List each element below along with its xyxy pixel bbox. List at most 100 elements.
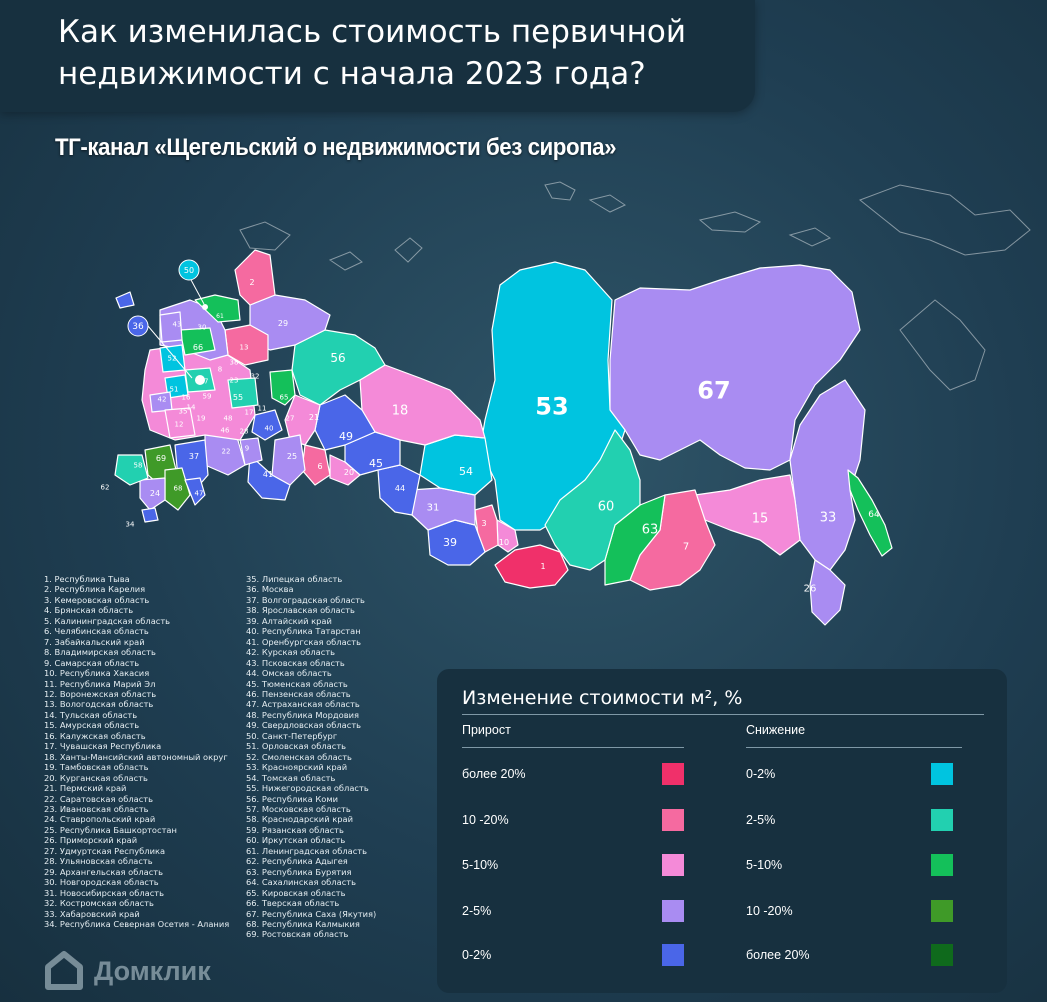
growth_items-label: более 20% [462, 767, 526, 781]
region-label-22: 22 [222, 447, 231, 455]
region-label-58: 58 [134, 461, 143, 469]
region-list-item: 25. Республика Башкортостан [44, 824, 177, 835]
region-list-item: 8. Владимирская область [44, 647, 156, 658]
region-primorye [809, 559, 846, 626]
region-list-item: 37. Волгоградская область [246, 594, 365, 605]
spb-marker [178, 259, 200, 281]
region-krasnodar [114, 454, 149, 486]
region-label-35: 35 [179, 407, 188, 415]
region-label-41: 41 [263, 470, 273, 479]
region-buryatia [604, 494, 666, 586]
decline-header: Снижение [746, 723, 806, 737]
region-ossetia [141, 507, 159, 523]
region-stavropol [139, 477, 166, 511]
region-kaliningrad [115, 291, 135, 309]
region-list-item: 57. Московская область [246, 803, 351, 814]
region-list-item: 46. Пензенская область [246, 688, 351, 699]
region-list-item: 1. Республика Тыва [44, 574, 130, 584]
region-label-29: 29 [278, 319, 288, 328]
region-label-19: 19 [197, 414, 206, 422]
region-label-54: 54 [459, 465, 473, 478]
region-list-item: 59. Рязанская область [246, 824, 344, 835]
region-list-item: 26. Приморский край [44, 835, 138, 846]
region-label-38: 38 [230, 358, 239, 366]
decline_items-swatch [931, 809, 953, 831]
kamchatka-outline [899, 299, 986, 391]
growth_items-swatch [662, 763, 684, 785]
region-list-column-1: 1. Республика Тыва 2. Республика Карелия 3… [44, 574, 229, 929]
growth-header-rule [462, 747, 684, 748]
region-list-item: 60. Иркутская область [246, 835, 346, 846]
region-label-69: 69 [156, 454, 166, 463]
region-label-18: 18 [392, 404, 409, 419]
moscow-leader-line [147, 325, 193, 379]
domclick-logo-icon [45, 951, 83, 990]
region-list-item: 55. Нижегородская область [246, 783, 369, 794]
region-label-46: 46 [221, 426, 230, 434]
region-list-item: 38. Ярославская область [246, 605, 355, 616]
decline_items-swatch [931, 854, 953, 876]
region-label-66: 66 [193, 343, 203, 352]
decline_items-swatch [931, 763, 953, 785]
growth_items-swatch [662, 854, 684, 876]
decline_items-label: 0-2% [746, 767, 776, 781]
region-list-item: 48. Республика Мордовия [246, 709, 359, 720]
region-label-67: 67 [697, 376, 730, 404]
title-box: Как изменилась стоимость первичной недви… [0, 0, 755, 112]
region-label-59: 59 [203, 392, 212, 400]
region-label-8: 8 [218, 365, 222, 373]
region-label-51: 51 [170, 385, 179, 393]
region-list-item: 53. Красноярский край [246, 762, 348, 773]
region-chelyabinsk [301, 444, 331, 486]
title-line-2: недвижимости с начала 2023 года? [58, 56, 646, 92]
region-label-34: 34 [126, 520, 135, 528]
region-label-2: 2 [249, 278, 254, 287]
region-label-14: 14 [187, 403, 196, 411]
region-list-column-2: 35. Липецкая область 36. Москва 37. Волгог… [246, 574, 376, 940]
regions [114, 249, 893, 626]
region-list-item: 11. Республика Марий Эл [44, 678, 156, 689]
region-label-21: 21 [309, 413, 319, 422]
region-list-item: 6. Челябинская область [44, 626, 149, 637]
region-irkutsk [544, 429, 641, 571]
region-label-61: 61 [216, 313, 224, 320]
region-list-item: 47. Астраханская область [246, 699, 360, 710]
region-label-16: 16 [182, 393, 191, 401]
region-list-item: 50. Санкт-Петербург [246, 730, 338, 741]
region-list-item: 49. Свердловская область [246, 720, 362, 731]
region-label-33: 33 [820, 511, 837, 526]
region-list-item: 40. Республика Татарстан [246, 626, 361, 637]
region-sakhalin [847, 469, 893, 557]
brand: Домклик [42, 948, 211, 994]
spb-dot [202, 304, 208, 310]
region-list-item: 56. Республика Коми [246, 793, 338, 804]
moscow-dot [195, 375, 205, 385]
region-pskov [159, 311, 183, 343]
region-label-52: 52 [168, 354, 177, 362]
decline_items-swatch [931, 944, 953, 966]
region-list-item: 29. Архангельская область [44, 866, 164, 877]
region-list-item: 64. Сахалинская область [246, 877, 356, 888]
region-label-39: 39 [443, 536, 457, 549]
subtitle: ТГ-канал «Щегельский о недвижимости без … [55, 134, 617, 161]
region-samara [239, 437, 263, 466]
region-list-item: 41. Оренбургская область [246, 636, 361, 647]
region-orenburg [247, 454, 291, 501]
region-list-item: 17. Чувашская Республика [44, 741, 162, 752]
growth_items-label: 2-5% [462, 904, 492, 918]
region-list-item: 61. Ленинградская область [246, 845, 368, 856]
region-label-47: 47 [195, 489, 204, 497]
region-list-item: 14. Тульская область [44, 709, 138, 720]
region-label-56: 56 [330, 351, 345, 365]
region-label-65: 65 [280, 393, 289, 401]
region-list-item: 52. Смоленская область [246, 751, 352, 762]
region-kirov [269, 369, 296, 406]
moscow-marker [127, 315, 149, 337]
region-list-item: 16. Калужская область [44, 730, 146, 741]
region-list-item: 21. Пермский край [44, 783, 127, 794]
region-list-item: 54. Томская область [246, 772, 336, 783]
region-label-32: 32 [251, 372, 260, 380]
growth_items-swatch [662, 809, 684, 831]
